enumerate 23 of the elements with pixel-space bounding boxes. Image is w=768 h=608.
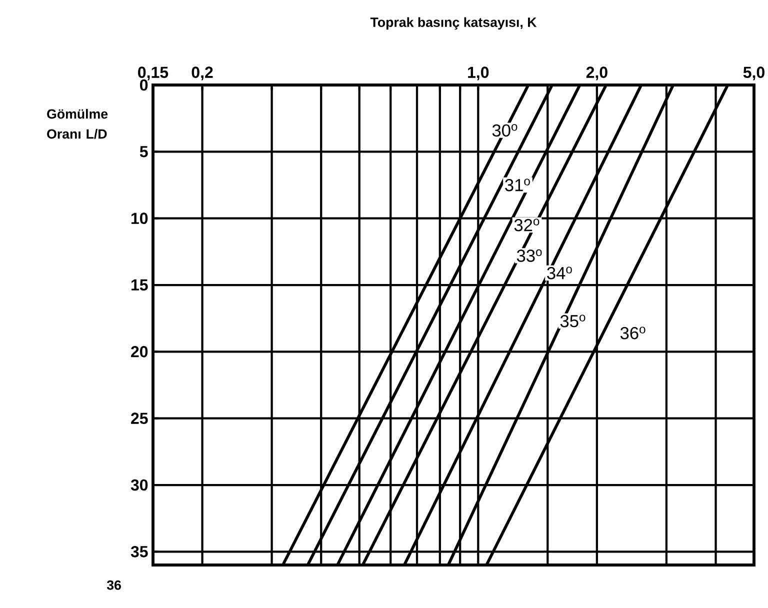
x-tick-label: 0,2 bbox=[192, 66, 213, 80]
x-axis-title: Toprak basınç katsayısı, K bbox=[370, 17, 537, 30]
annotation: 33$^{o}$ bbox=[516, 249, 542, 262]
y-tick-label: 35 bbox=[130, 546, 148, 558]
annotation: 35$^{o}$ bbox=[560, 314, 586, 328]
annotation: 34$^{o}$ bbox=[547, 266, 572, 280]
x-tick-label: 1,0 bbox=[468, 66, 489, 80]
y-tick-label: 20 bbox=[131, 346, 148, 358]
y-tick-label: 5 bbox=[140, 146, 148, 158]
x-tick-label: 0,15 bbox=[138, 66, 168, 80]
y-tick-label: 25 bbox=[131, 412, 148, 424]
annotation: 36$^{o}$ bbox=[620, 326, 646, 340]
y-tick-label: 10 bbox=[131, 212, 148, 224]
annotation: 31$^{o}$ bbox=[505, 178, 530, 192]
y-tick-label: 30 bbox=[130, 479, 148, 491]
text: 36 bbox=[106, 580, 121, 590]
y-tick-label: 15 bbox=[131, 279, 148, 291]
annotation: 32$^{o}$ bbox=[514, 218, 540, 232]
y-tick-label: 0 bbox=[140, 79, 148, 91]
x-tick-label: 5,0 bbox=[743, 66, 764, 80]
y-axis-title: Gömülme Oranı L/D bbox=[47, 108, 108, 139]
annotation: 30$^{o}$ bbox=[492, 124, 518, 137]
x-tick-label: 2,0 bbox=[586, 66, 608, 80]
